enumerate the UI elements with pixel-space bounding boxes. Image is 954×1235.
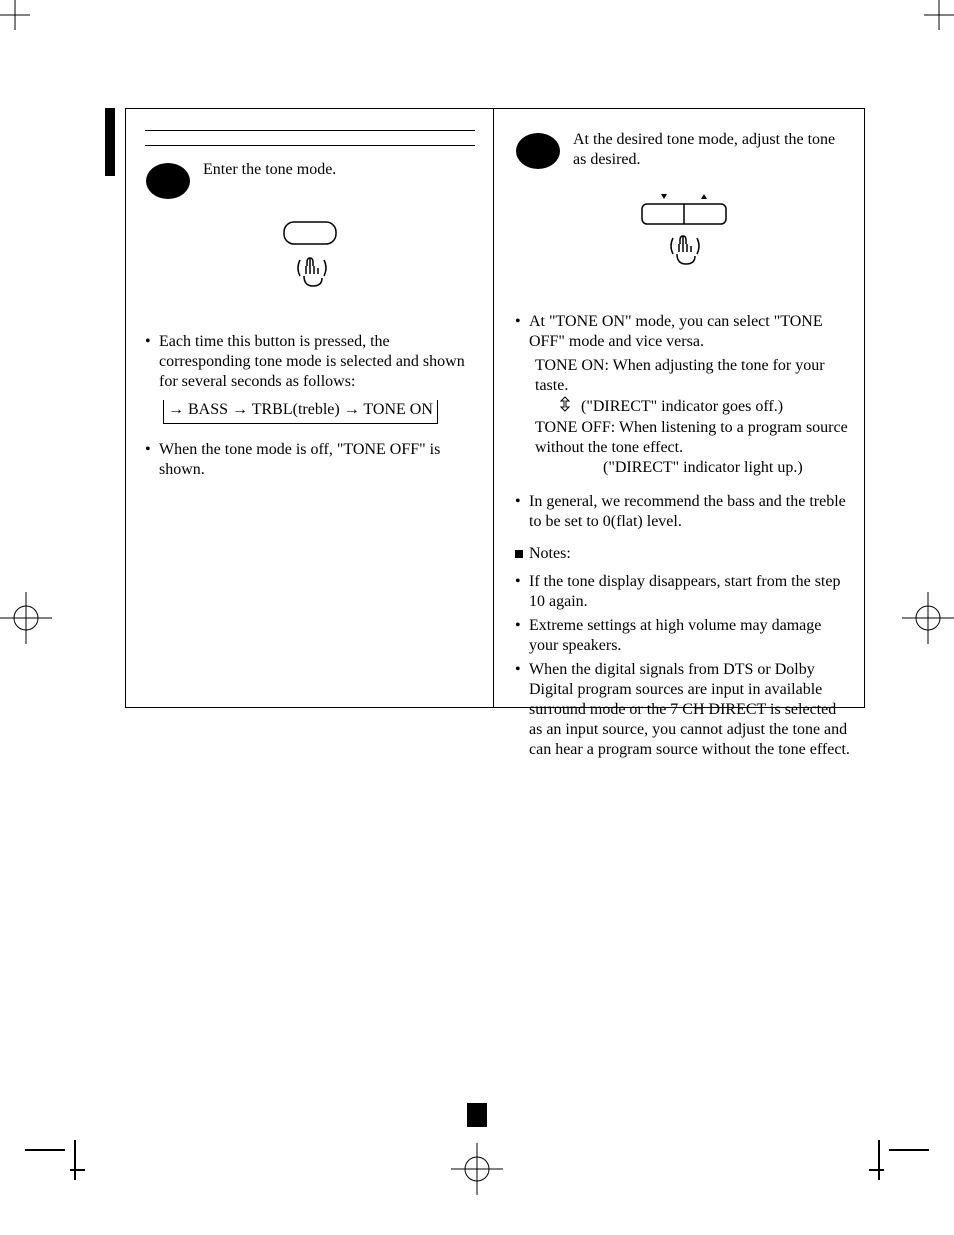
page-tab-marker xyxy=(105,108,115,176)
notes-heading: Notes: xyxy=(515,544,850,564)
crop-mark-icon xyxy=(0,0,30,30)
tone-on-sub-row: ("DIRECT" indicator goes off.) xyxy=(535,396,850,418)
tone-on-label: TONE ON: xyxy=(535,357,609,374)
list-item: • In general, we recommend the bass and … xyxy=(515,492,850,532)
list-item-text: Each time this button is pressed, the co… xyxy=(159,332,475,392)
list-item: • Each time this button is pressed, the … xyxy=(145,332,475,392)
tone-off-block: TONE OFF: When listening to a program so… xyxy=(535,418,850,458)
notes-list: • If the tone display disappears, start … xyxy=(515,572,850,760)
button-diagram xyxy=(145,218,475,314)
list-item: • Extreme settings at high volume may da… xyxy=(515,616,850,656)
list-item: • When the digital signals from DTS or D… xyxy=(515,660,850,760)
bullet-dot-icon: • xyxy=(145,332,159,392)
crop-mark-icon xyxy=(924,0,954,30)
list-item-text: In general, we recommend the bass and th… xyxy=(529,492,850,532)
bullet-dot-icon: • xyxy=(515,616,529,656)
rocker-button-icon xyxy=(623,188,743,288)
press-button-icon xyxy=(270,218,350,308)
right-column: At the desired tone mode, adjust the ton… xyxy=(515,130,850,764)
tone-on-block: TONE ON: When adjusting the tone for you… xyxy=(535,356,850,396)
step-instruction: Enter the tone mode. xyxy=(203,160,475,180)
bullet-dot-icon: • xyxy=(515,492,529,532)
list-item: • If the tone display disappears, start … xyxy=(515,572,850,612)
list-item-text: When the digital signals from DTS or Dol… xyxy=(529,660,850,760)
list-item-text: At "TONE ON" mode, you can select "TONE … xyxy=(529,312,850,352)
section-rule xyxy=(145,145,475,146)
list-item: • At "TONE ON" mode, you can select "TON… xyxy=(515,312,850,352)
square-bullet-icon xyxy=(515,550,523,558)
bullet-dot-icon: • xyxy=(145,440,159,480)
page-number-box xyxy=(467,1103,487,1127)
notes-label: Notes: xyxy=(529,544,571,564)
registration-mark-icon xyxy=(451,1143,503,1195)
registration-mark-icon xyxy=(902,592,954,644)
step-row: Enter the tone mode. xyxy=(145,160,475,206)
list-item-text: If the tone display disappears, start fr… xyxy=(529,572,850,612)
crop-corner-icon xyxy=(25,1140,85,1180)
bullet-dot-icon: • xyxy=(515,572,529,612)
bullet-dot-icon: • xyxy=(515,312,529,352)
left-column: Enter the tone mode. • Each time this bu… xyxy=(145,130,475,484)
button-diagram xyxy=(515,188,850,294)
crop-corner-icon xyxy=(869,1140,929,1180)
section-rule xyxy=(145,130,475,131)
bullet-list: • Each time this button is pressed, the … xyxy=(145,332,475,392)
bullet-dot-icon: • xyxy=(515,660,529,760)
step-number-icon xyxy=(515,132,561,176)
bullet-list: • In general, we recommend the bass and … xyxy=(515,492,850,532)
bullet-list: • When the tone mode is off, "TONE OFF" … xyxy=(145,440,475,480)
cycle-text: → BASS → TRBL(treble) → TONE ON xyxy=(168,401,433,418)
bullet-list: • At "TONE ON" mode, you can select "TON… xyxy=(515,312,850,352)
list-item-text: Extreme settings at high volume may dama… xyxy=(529,616,850,656)
list-item-text: When the tone mode is off, "TONE OFF" is… xyxy=(159,440,475,480)
mode-cycle-diagram: → BASS → TRBL(treble) → TONE ON xyxy=(163,400,438,424)
step-number-icon xyxy=(145,162,191,206)
tone-off-label: TONE OFF: xyxy=(535,419,615,436)
tone-on-note: ("DIRECT" indicator goes off.) xyxy=(581,397,783,417)
list-item: • When the tone mode is off, "TONE OFF" … xyxy=(145,440,475,480)
registration-mark-icon xyxy=(0,592,52,644)
step-row: At the desired tone mode, adjust the ton… xyxy=(515,130,850,176)
column-divider xyxy=(493,108,494,708)
step-instruction: At the desired tone mode, adjust the ton… xyxy=(573,130,850,170)
tone-off-note: ("DIRECT" indicator light up.) xyxy=(603,458,850,478)
up-down-arrow-icon xyxy=(535,396,571,418)
